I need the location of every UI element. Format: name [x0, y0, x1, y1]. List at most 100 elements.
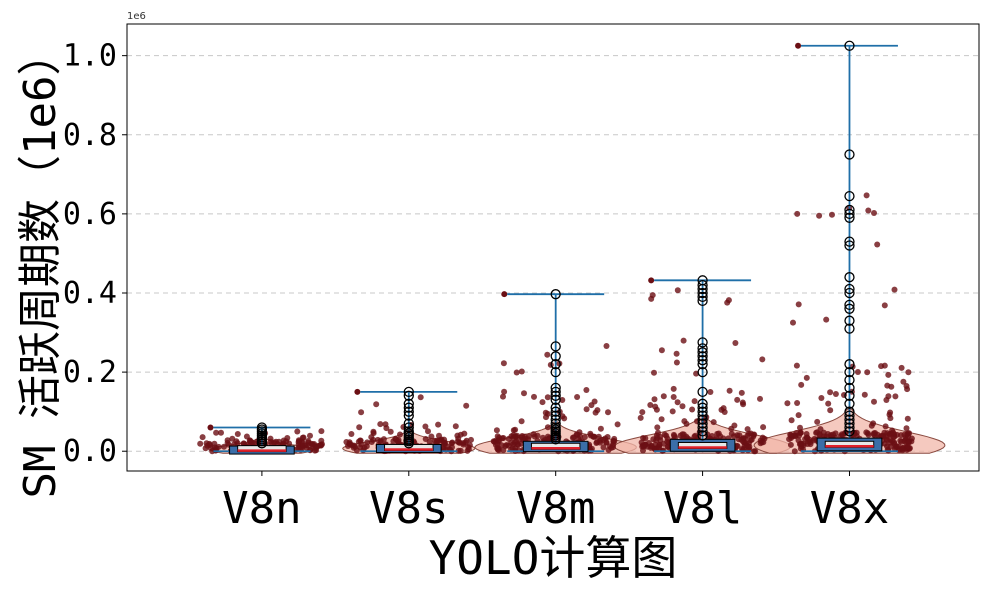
outlier-marker [697, 406, 708, 417]
scatter-point [514, 441, 521, 448]
scatter-point [454, 432, 461, 439]
scatter-point [854, 369, 861, 375]
scatter-point [561, 415, 568, 422]
scatter-point [218, 429, 224, 436]
scatter-point [673, 350, 680, 357]
scatter-point [864, 430, 871, 437]
scatter-point [494, 445, 501, 452]
scatter-point [759, 356, 766, 363]
scatter-point [383, 425, 390, 432]
outlier-marker [550, 394, 561, 405]
scatter-point [887, 415, 894, 422]
scatter-point [865, 207, 872, 214]
y-tick-label: 0.4 [63, 276, 117, 311]
scatter-point [891, 286, 898, 293]
scatter-point [681, 418, 688, 425]
outlier-marker [844, 287, 855, 299]
scatter-point [827, 407, 834, 414]
scatter-point [435, 421, 442, 428]
scatter-point [595, 433, 602, 440]
scatter-point [574, 394, 581, 400]
x-tick-label: V8s [369, 483, 448, 534]
outlier-marker [697, 414, 708, 425]
outlier-marker [550, 390, 561, 401]
scatter-point [224, 437, 231, 444]
scatter-point [751, 448, 758, 455]
outlier-marker [403, 390, 414, 401]
outlier-marker [844, 272, 855, 283]
scatter-point [286, 440, 293, 447]
outlier-marker [844, 315, 855, 326]
scatter-point [531, 393, 537, 400]
scatter-point [890, 429, 897, 436]
scatter-point [818, 395, 825, 401]
scatter-point [373, 401, 380, 408]
scatter-point [460, 440, 467, 447]
outlier-marker [697, 343, 708, 354]
scatter-point [556, 360, 563, 367]
outlier-marker [697, 430, 708, 441]
scatter-point [349, 442, 356, 449]
scatter-point [221, 443, 227, 450]
scatter-point [440, 440, 447, 447]
outlier-marker [844, 204, 855, 216]
scatter-point [436, 432, 442, 439]
scatter-point [434, 437, 441, 444]
y-tick-label: 0.0 [63, 434, 117, 469]
scatter-point [343, 439, 350, 445]
outlier-marker [550, 422, 561, 433]
scatter-point [747, 437, 754, 444]
outlier-marker [844, 418, 855, 429]
scatter-point [361, 444, 368, 451]
scatter-point [295, 437, 302, 444]
scatter-point [868, 422, 875, 429]
x-tick-label: V8x [810, 483, 889, 534]
scatter-point [213, 429, 220, 436]
scatter-point [454, 438, 461, 445]
scatter-point [885, 371, 892, 378]
scatter-point [653, 437, 660, 444]
scatter-point [784, 400, 791, 407]
outlier-marker [550, 359, 561, 370]
scatter-point [653, 432, 660, 439]
scatter-point [728, 430, 735, 437]
scatter-point [501, 291, 508, 298]
scatter-point [732, 340, 739, 346]
scatter-point [603, 343, 610, 349]
scatter-point [670, 394, 677, 400]
outlier-marker [403, 406, 414, 417]
outlier-marker [844, 374, 855, 386]
scatter-point [602, 435, 609, 442]
scatter-point [544, 424, 551, 431]
scatter-point [539, 434, 546, 441]
scatter-point [882, 423, 889, 430]
scatter-point [813, 429, 820, 436]
outlier-marker [844, 212, 855, 223]
plot-frame [126, 23, 980, 472]
scatter-point [878, 363, 885, 370]
scatter-point [797, 440, 804, 447]
scatter-point [594, 439, 600, 445]
scatter-point [861, 391, 868, 398]
outlier-marker [697, 402, 708, 413]
outlier-marker [844, 410, 855, 421]
scatter-point [197, 440, 204, 447]
scatter-point [368, 434, 375, 441]
scatter-point [605, 409, 611, 416]
scatter-point [746, 443, 753, 450]
scatter-point [500, 447, 507, 454]
scatter-point [215, 443, 222, 450]
scatter-point [499, 435, 506, 442]
scatter-point [871, 398, 877, 405]
scatter-point [425, 428, 431, 435]
scatter-point [670, 385, 677, 392]
scatter-point [744, 426, 751, 433]
scatter-point [674, 287, 681, 294]
outlier-marker [844, 303, 855, 314]
scatter-point [461, 430, 468, 437]
scatter-point [509, 445, 516, 452]
outlier-marker [697, 426, 708, 437]
outlier-marker [697, 291, 708, 303]
scatter-point [759, 434, 766, 441]
